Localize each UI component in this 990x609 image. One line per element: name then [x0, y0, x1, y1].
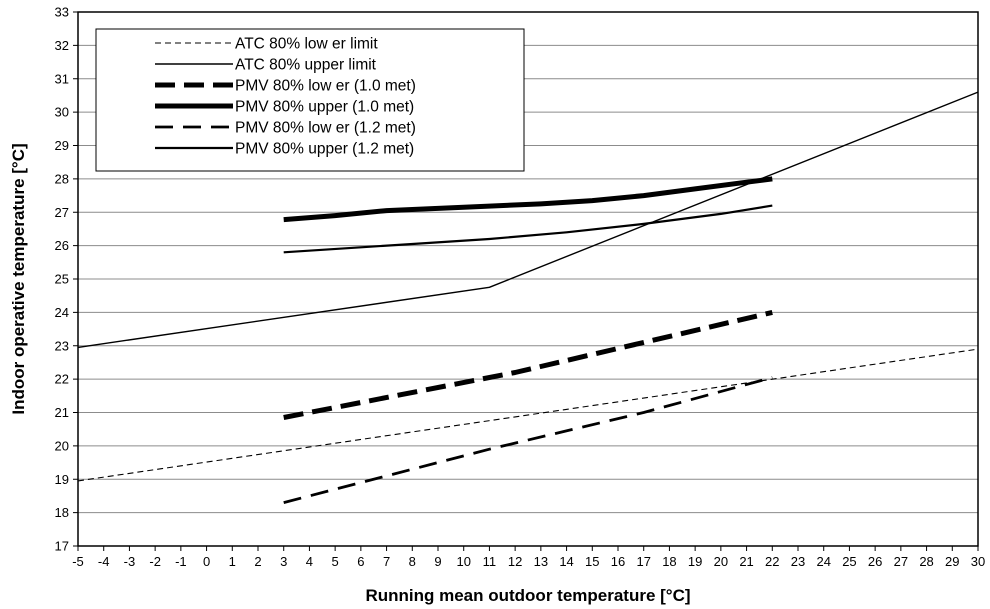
x-tick-label: 27 [894, 554, 908, 569]
x-axis-title: Running mean outdoor temperature [°C] [365, 586, 690, 605]
x-tick-label: 30 [971, 554, 985, 569]
x-tick-label: 21 [739, 554, 753, 569]
x-tick-label: 19 [688, 554, 702, 569]
series-line-6 [283, 204, 773, 254]
y-tick-label: 30 [55, 105, 69, 120]
legend-label: PMV 80% upper (1.0 met) [235, 99, 414, 116]
x-tick-label: 12 [508, 554, 522, 569]
y-tick-label: 24 [55, 305, 69, 320]
series-line-1 [77, 348, 979, 482]
x-tick-label: 20 [714, 554, 728, 569]
x-tick-label: 29 [945, 554, 959, 569]
y-tick-label: 29 [55, 138, 69, 153]
x-tick-label: -1 [175, 554, 187, 569]
y-tick-label: 19 [55, 472, 69, 487]
x-tick-label: 11 [483, 554, 497, 569]
y-axis-title: Indoor operative temperature [°C] [9, 143, 28, 414]
x-tick-label: 2 [254, 554, 261, 569]
y-tick-label: 20 [55, 438, 69, 453]
x-tick-label: -5 [72, 554, 84, 569]
y-tick-label: 32 [55, 38, 69, 53]
series-lines [77, 91, 979, 504]
legend-label: PMV 80% upper (1.2 met) [235, 141, 414, 158]
x-tick-label: 7 [383, 554, 390, 569]
y-tick-label: 22 [55, 372, 69, 387]
x-tick-label: 23 [791, 554, 805, 569]
x-tick-label: 9 [434, 554, 441, 569]
x-tick-label: -4 [98, 554, 110, 569]
x-tick-label: 17 [636, 554, 650, 569]
x-tick-label: 18 [662, 554, 676, 569]
y-tick-label: 26 [55, 238, 69, 253]
y-tick-label: 31 [55, 71, 69, 86]
x-tick-label: 26 [868, 554, 882, 569]
x-tick-label: 1 [229, 554, 236, 569]
x-tick-label: 22 [765, 554, 779, 569]
x-tick-label: 28 [919, 554, 933, 569]
x-tick-label: 3 [280, 554, 287, 569]
x-tick-label: 24 [816, 554, 830, 569]
y-tick-label: 18 [55, 505, 69, 520]
legend: ATC 80% low er limit ATC 80% upper limit P… [95, 28, 525, 172]
x-tick-label: 4 [306, 554, 313, 569]
legend-label: PMV 80% low er (1.2 met) [235, 120, 416, 137]
series-line-5 [283, 376, 773, 504]
x-tick-label: 5 [332, 554, 339, 569]
series-line-3 [283, 309, 773, 420]
x-tick-label: -2 [149, 554, 161, 569]
x-tick-label: 10 [456, 554, 470, 569]
y-tick-label: 33 [55, 5, 69, 20]
y-tick-label: 28 [55, 171, 69, 186]
y-tick-label: 21 [55, 405, 69, 420]
series-line-2 [77, 91, 979, 349]
x-tick-label: 0 [203, 554, 210, 569]
y-axis: 17 18 19 20 21 22 23 24 25 26 27 28 29 30 31 32 33 [55, 5, 78, 554]
legend-label: ATC 80% low er limit [235, 36, 378, 53]
y-tick-label: 17 [55, 539, 69, 554]
x-tick-label: 14 [559, 554, 573, 569]
x-tick-label: 8 [409, 554, 416, 569]
y-tick-label: 27 [55, 205, 69, 220]
series-line-4 [283, 176, 773, 223]
legend-label: PMV 80% low er (1.0 met) [235, 78, 416, 95]
x-tick-label: -3 [124, 554, 136, 569]
x-tick-label: 6 [357, 554, 364, 569]
y-tick-label: 23 [55, 338, 69, 353]
x-axis: -5 -4 -3 -2 -1 0 1 2 3 4 5 6 7 8 9 10 11 12 13 14 15 16 17 18 19… [72, 546, 985, 569]
legend-label: ATC 80% upper limit [235, 57, 377, 74]
y-tick-label: 25 [55, 272, 69, 287]
x-tick-label: 25 [842, 554, 856, 569]
x-tick-label: 15 [585, 554, 599, 569]
x-tick-label: 16 [611, 554, 625, 569]
x-tick-label: 13 [534, 554, 548, 569]
